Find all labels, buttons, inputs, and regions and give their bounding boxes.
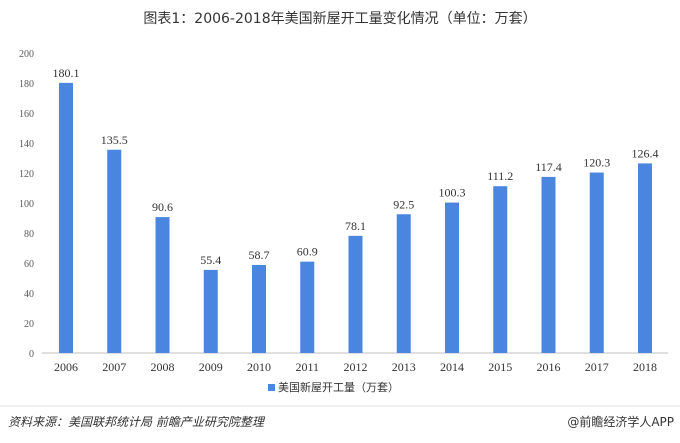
y-tick-label: 140 [19, 139, 34, 150]
y-tick-label: 180 [19, 79, 34, 90]
y-tick-label: 60 [24, 259, 34, 270]
brand-credit: @前瞻经济学人APP [567, 415, 674, 429]
x-tick-label: 2016 [537, 360, 561, 374]
x-tick-label: 2010 [247, 360, 271, 374]
legend-label: 美国新屋开工量（万套） [278, 380, 399, 394]
y-tick-label: 120 [19, 169, 34, 180]
data-label: 92.5 [393, 197, 414, 211]
data-label: 90.6 [152, 200, 173, 214]
bar [445, 202, 459, 353]
source-note: 资料来源：美国联邦统计局 前瞻产业研究院整理 [8, 415, 264, 429]
y-tick-label: 0 [29, 349, 34, 360]
y-tick-label: 200 [19, 49, 34, 60]
data-label: 58.7 [249, 248, 270, 262]
x-tick-label: 2013 [392, 360, 416, 374]
data-label: 180.1 [53, 66, 80, 80]
bar [348, 235, 363, 353]
x-tick-label: 2018 [633, 360, 657, 374]
bar [59, 82, 73, 353]
legend-swatch [268, 384, 275, 391]
x-tick-label: 2006 [54, 360, 78, 374]
x-tick-label: 2007 [102, 360, 126, 374]
x-tick-label: 2017 [585, 360, 609, 374]
x-tick-label: 2015 [488, 360, 512, 374]
bar [107, 149, 122, 353]
bar [541, 176, 556, 353]
chart-title: 图表1：2006-2018年美国新屋开工量变化情况（单位：万套） [143, 11, 537, 27]
y-tick-label: 80 [24, 229, 34, 240]
bar [203, 269, 218, 353]
bar [589, 172, 604, 353]
bar [396, 214, 411, 353]
x-tick-label: 2014 [440, 360, 464, 374]
data-label: 111.2 [487, 169, 513, 183]
bar [638, 163, 652, 353]
y-tick-label: 100 [19, 199, 34, 210]
x-tick-label: 2012 [344, 360, 368, 374]
data-label: 135.5 [101, 133, 128, 147]
data-label: 117.4 [535, 160, 562, 174]
data-label: 55.4 [200, 253, 221, 267]
data-label: 100.3 [439, 186, 466, 200]
bar [493, 186, 508, 353]
y-tick-label: 160 [19, 109, 34, 120]
y-tick-label: 40 [24, 289, 34, 300]
bar [252, 264, 266, 353]
y-tick-label: 20 [24, 319, 34, 330]
data-label: 60.9 [297, 245, 318, 259]
x-tick-label: 2008 [151, 360, 175, 374]
data-label: 78.1 [345, 219, 366, 233]
bar [300, 261, 315, 353]
x-tick-label: 2011 [295, 360, 319, 374]
data-label: 126.4 [632, 146, 659, 160]
data-label: 120.3 [583, 156, 610, 170]
x-tick-label: 2009 [199, 360, 223, 374]
bar [155, 217, 170, 353]
